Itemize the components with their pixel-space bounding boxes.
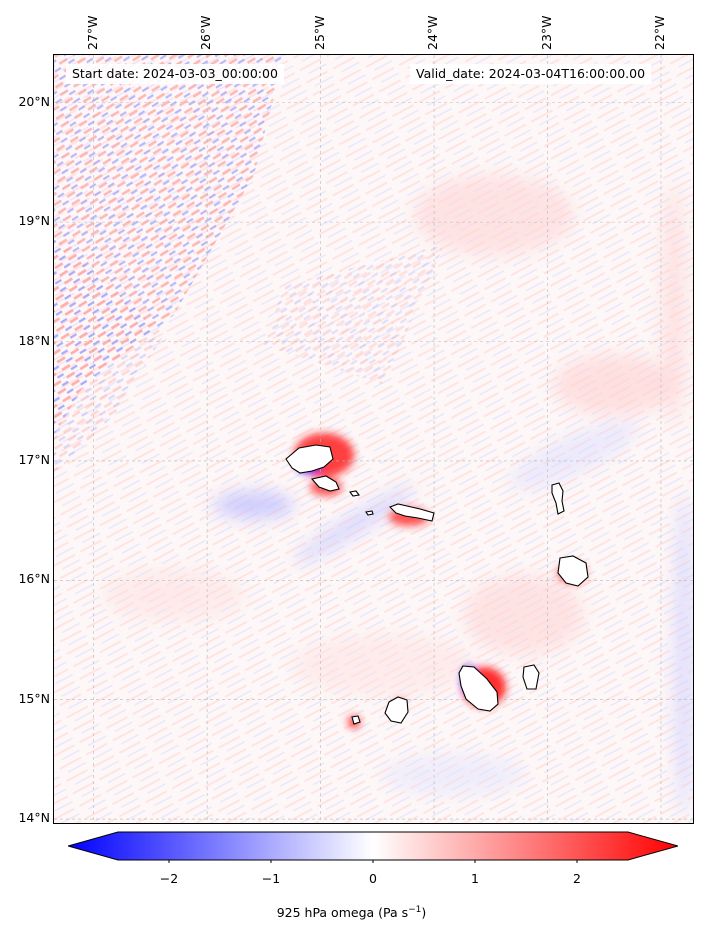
colorbar-title: 925 hPa omega (Pa s−1) [276,905,427,921]
lat-label: 14°N [18,810,50,826]
map-panel [53,54,694,824]
central-wave-packet [264,245,444,385]
island-coastlines [285,444,589,725]
colorbar-tick-label: −2 [159,871,179,886]
colorbar-tick-label: −1 [261,871,281,886]
lon-label: 22°W [651,15,667,50]
northwest-wave-region [54,55,284,475]
colorbar [68,831,678,863]
island-brava [351,715,361,725]
colorbar-tick-label: 2 [573,871,581,886]
island-santo-antao [285,444,334,474]
lon-label: 26°W [198,15,214,50]
lon-label: 24°W [425,15,441,50]
island-santa-luzia [349,490,360,497]
island-sal [551,482,565,515]
lat-label: 15°N [18,690,50,706]
lon-label: 25°W [311,15,327,50]
island-fogo [384,696,409,724]
lat-label: 20°N [18,93,50,109]
colorbar-gradient [68,831,678,861]
colorbar-tickmarks [168,860,578,863]
lat-label: 17°N [18,451,50,467]
lat-label: 19°N [18,213,50,229]
lon-label: 27°W [84,15,100,50]
diffuse-patches [104,175,693,815]
valid-date-label: Valid_date: 2024-03-04T16:00:00.00 [410,64,652,84]
island-sao-nicolau [389,503,435,522]
island-santiago [458,665,499,712]
island-maio [522,664,540,690]
island-boa-vista [557,555,589,587]
island-sao-nicolau-west [365,510,374,516]
lat-label: 18°N [18,332,50,348]
island-sao-vicente [310,475,340,492]
start-date-label: Start date: 2024-03-03_00:00:00 [66,64,284,84]
colorbar-tick-label: 0 [369,871,377,886]
omega-field-map [54,55,693,823]
lat-label: 16°N [18,571,50,587]
lon-label: 23°W [538,15,554,50]
colorbar-tick-label: 1 [471,871,479,886]
graticule [54,55,693,823]
